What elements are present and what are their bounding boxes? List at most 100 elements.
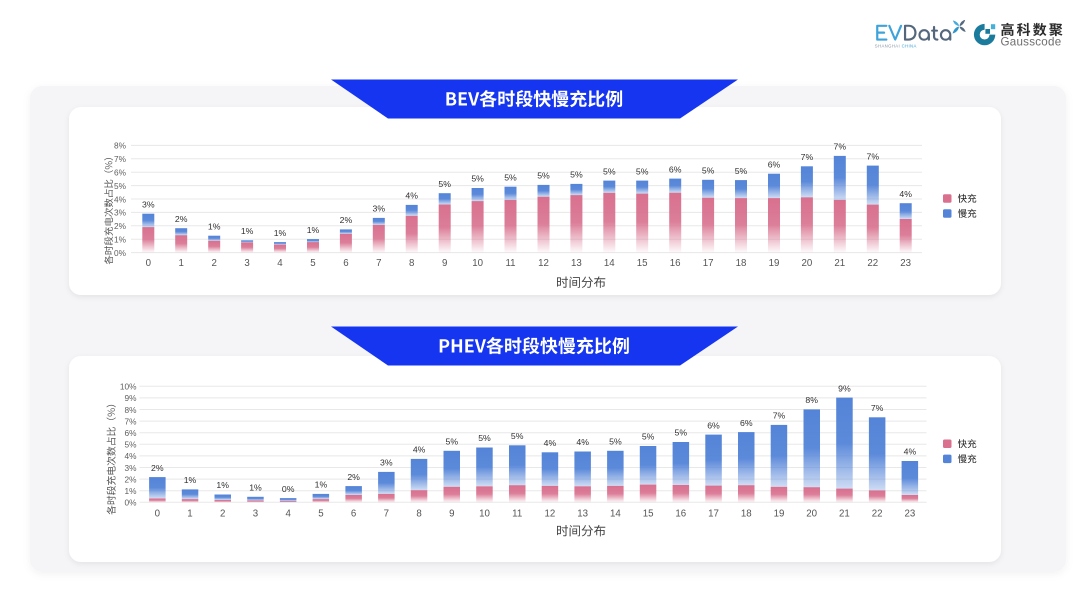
svg-text:13: 13 [577,509,588,520]
svg-text:6%: 6% [669,164,682,174]
svg-text:21: 21 [839,509,850,520]
svg-text:5%: 5% [504,172,517,182]
svg-text:10%: 10% [120,382,137,392]
svg-text:11: 11 [505,258,515,269]
svg-text:0: 0 [146,258,152,269]
svg-text:5%: 5% [438,179,451,189]
svg-text:10: 10 [479,509,490,520]
svg-text:2: 2 [212,258,217,269]
svg-text:5%: 5% [675,428,688,438]
svg-text:4%: 4% [413,445,426,455]
svg-text:1: 1 [187,509,192,520]
svg-text:7%: 7% [867,151,880,161]
svg-text:2%: 2% [125,474,138,484]
svg-text:7%: 7% [125,416,138,426]
svg-text:3%: 3% [142,199,155,209]
svg-text:5%: 5% [603,166,616,176]
svg-text:23: 23 [905,509,916,520]
svg-text:18: 18 [736,258,747,269]
svg-text:5: 5 [310,258,315,269]
svg-text:5%: 5% [446,437,459,447]
svg-text:10: 10 [472,258,483,269]
svg-text:9: 9 [449,509,454,520]
svg-text:5%: 5% [471,174,484,184]
svg-text:11: 11 [512,509,522,520]
svg-text:8: 8 [409,258,414,269]
svg-text:9: 9 [442,258,447,269]
svg-text:5%: 5% [702,166,715,176]
svg-text:5%: 5% [478,433,491,443]
svg-text:1%: 1% [274,228,287,238]
svg-text:19: 19 [774,509,785,520]
svg-text:1%: 1% [125,486,138,496]
svg-text:7: 7 [384,509,389,520]
svg-text:7%: 7% [801,152,814,162]
svg-text:1%: 1% [249,483,262,493]
svg-text:17: 17 [708,509,719,520]
svg-text:4%: 4% [125,451,138,461]
svg-text:0%: 0% [114,248,127,258]
svg-text:1%: 1% [208,221,221,231]
svg-text:1%: 1% [114,235,127,245]
svg-text:5%: 5% [636,166,649,176]
svg-text:6%: 6% [707,420,720,430]
svg-text:7%: 7% [871,403,884,413]
svg-text:4: 4 [277,258,283,269]
svg-text:4%: 4% [405,191,418,201]
svg-text:1%: 1% [216,480,229,490]
svg-text:7%: 7% [114,154,127,164]
svg-text:6%: 6% [740,418,753,428]
svg-text:13: 13 [571,258,582,269]
svg-text:22: 22 [872,509,883,520]
svg-text:14: 14 [604,258,615,269]
svg-text:14: 14 [610,509,621,520]
svg-text:12: 12 [545,509,556,520]
svg-text:8: 8 [416,509,421,520]
svg-text:22: 22 [867,258,878,269]
svg-text:4: 4 [286,509,292,520]
svg-text:4%: 4% [576,437,589,447]
svg-text:15: 15 [643,509,654,520]
svg-text:12: 12 [538,258,549,269]
svg-text:3: 3 [253,509,258,520]
svg-text:7%: 7% [834,142,847,152]
svg-text:3%: 3% [125,463,138,473]
svg-text:6%: 6% [125,428,138,438]
svg-text:3: 3 [244,258,249,269]
svg-text:2%: 2% [114,221,127,231]
svg-text:5: 5 [318,509,323,520]
svg-text:Gausscode: Gausscode [1001,35,1062,48]
svg-text:6%: 6% [768,159,781,169]
svg-text:5%: 5% [511,431,524,441]
svg-text:5%: 5% [125,440,138,450]
svg-text:3%: 3% [114,208,127,218]
svg-text:3%: 3% [380,458,393,468]
svg-text:8%: 8% [125,405,138,415]
svg-text:1%: 1% [184,475,197,485]
svg-text:18: 18 [741,509,752,520]
svg-text:6%: 6% [114,168,127,178]
svg-text:7: 7 [376,258,381,269]
svg-text:1%: 1% [241,226,254,236]
svg-text:5%: 5% [735,166,748,176]
svg-text:21: 21 [834,258,845,269]
svg-text:5%: 5% [114,181,127,191]
svg-text:5%: 5% [537,171,550,181]
svg-text:9%: 9% [838,383,851,393]
svg-text:20: 20 [806,509,817,520]
svg-text:2%: 2% [175,214,188,224]
svg-text:0: 0 [155,509,161,520]
svg-text:17: 17 [703,258,714,269]
svg-text:4%: 4% [114,194,127,204]
svg-text:1%: 1% [307,225,320,235]
svg-text:16: 16 [670,258,681,269]
svg-text:5%: 5% [642,432,655,442]
svg-text:SHANGHAI CHINA: SHANGHAI CHINA [875,44,917,49]
svg-text:5%: 5% [570,170,583,180]
svg-text:16: 16 [675,509,686,520]
svg-text:1%: 1% [315,480,328,490]
svg-text:19: 19 [769,258,780,269]
svg-text:0%: 0% [282,484,295,494]
svg-text:2%: 2% [151,463,164,473]
svg-text:15: 15 [637,258,648,269]
